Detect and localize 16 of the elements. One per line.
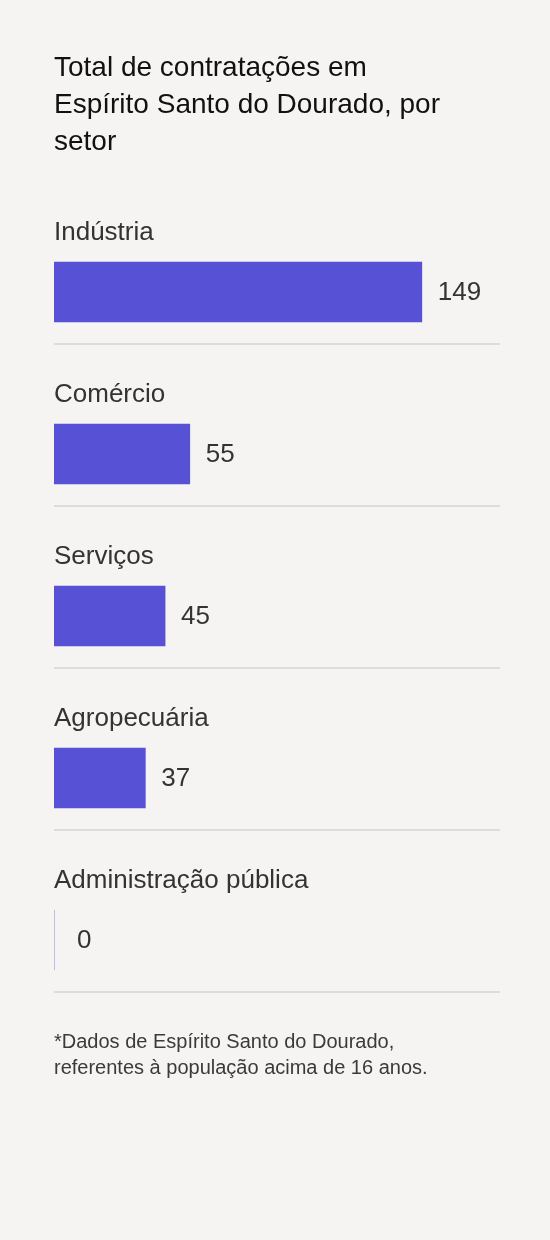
- y-tick-label: Comércio: [54, 378, 166, 408]
- data-label: 149: [437, 276, 482, 307]
- y-tick-label: Indústria: [54, 216, 155, 246]
- chart-title: Total de contratações em Espírito Santo do Dourado, por setor: [54, 50, 441, 158]
- data-label: 0: [77, 924, 92, 955]
- data-label: 55: [205, 438, 235, 469]
- bar: [54, 261, 423, 323]
- text: *Dados de Espírito Santo do Dourado, referentes à população acima de 16 anos.: [54, 1029, 429, 1080]
- data-label: 45: [181, 600, 211, 631]
- y-tick-label: Administração pública: [54, 864, 309, 894]
- y-tick-label: Agropecuária: [54, 702, 210, 732]
- bar: [54, 423, 191, 485]
- bar: [54, 747, 146, 809]
- data-label: 37: [161, 762, 191, 793]
- bar: [54, 585, 166, 647]
- y-tick-label: Serviços: [54, 540, 154, 570]
